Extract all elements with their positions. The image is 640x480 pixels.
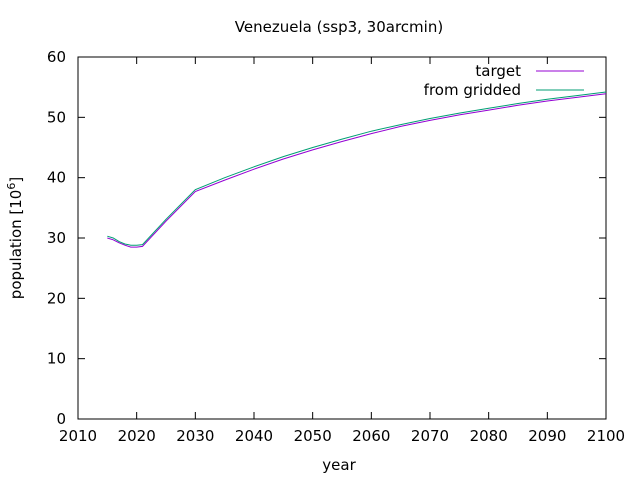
axis-ticks: 2010 2020 2030 2040 2050 2060 2070 2080 2090 2100… <box>47 48 625 445</box>
series-lines <box>107 91 607 248</box>
y-tick-label: 40 <box>47 169 66 187</box>
plot-frame <box>77 56 607 420</box>
y-tick-label: 30 <box>47 229 66 247</box>
y-tick-label: 50 <box>47 108 66 126</box>
x-tick-label: 2090 <box>528 427 566 445</box>
y-tick-label: 0 <box>56 410 66 428</box>
y-axis-label-main: population [10 <box>7 190 25 300</box>
x-tick-label: 2080 <box>470 427 508 445</box>
series-line-target <box>107 93 607 248</box>
series-line-from-gridded <box>107 91 607 246</box>
y-axis-label-close: ] <box>7 177 25 183</box>
y-tick-label: 10 <box>47 350 66 368</box>
x-axis-label: year <box>322 456 356 474</box>
x-tick-label: 2030 <box>176 427 214 445</box>
x-tick-label: 2070 <box>411 427 449 445</box>
plot-border <box>77 56 607 420</box>
y-tick-label: 60 <box>47 48 66 66</box>
y-tick-label: 20 <box>47 289 66 307</box>
x-tick-label: 2060 <box>352 427 390 445</box>
y-axis-label-exponent: 6 <box>5 183 18 190</box>
legend-label-from-gridded: from gridded <box>424 81 521 99</box>
x-tick-label: 2020 <box>118 427 156 445</box>
legend-label-target: target <box>475 62 521 80</box>
x-tick-label: 2100 <box>587 427 625 445</box>
x-tick-label: 2010 <box>59 427 97 445</box>
legend: target from gridded <box>424 62 584 99</box>
y-axis-label: population [106] <box>5 177 25 299</box>
x-tick-label: 2050 <box>294 427 332 445</box>
chart-title: Venezuela (ssp3, 30arcmin) <box>235 18 443 36</box>
x-tick-label: 2040 <box>235 427 273 445</box>
